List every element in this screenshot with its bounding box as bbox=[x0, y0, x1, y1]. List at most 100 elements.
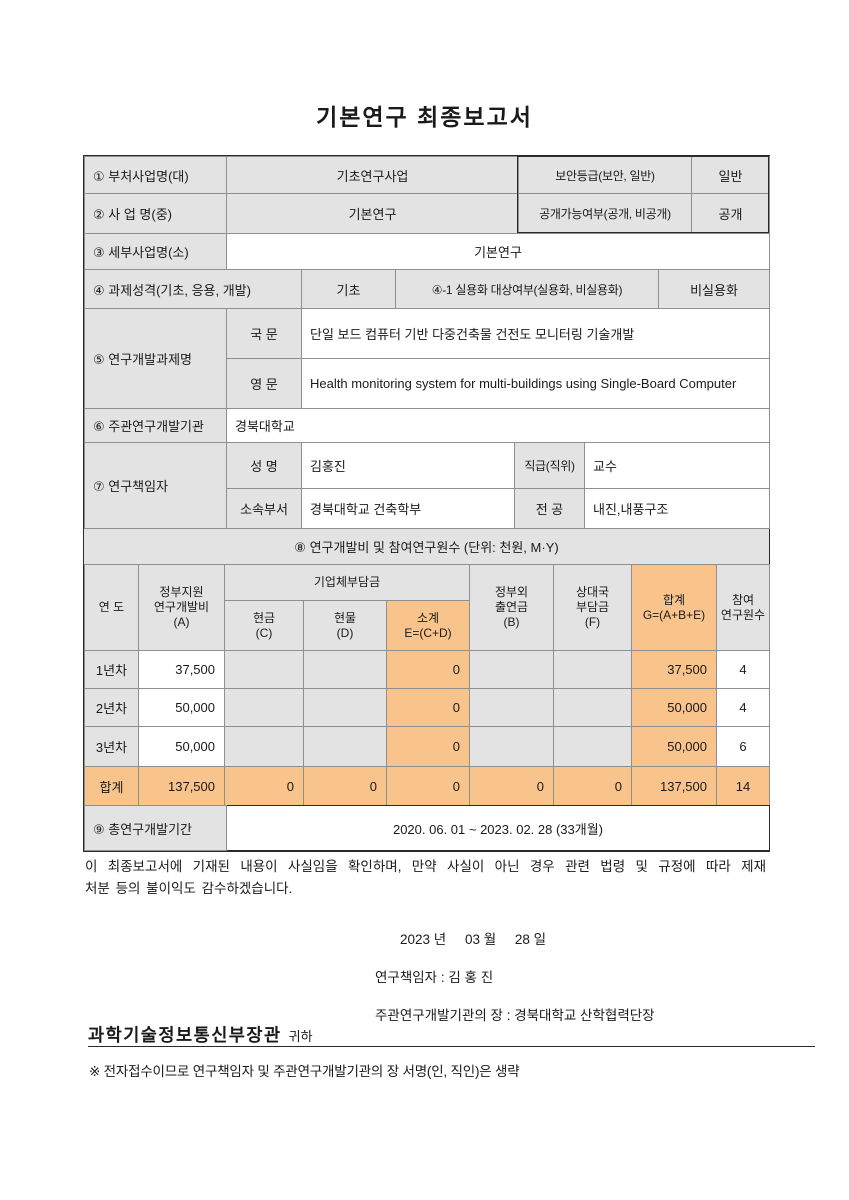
declaration-line1: 이 최종보고서에 기재된 내용이 사실임을 확인하며, 만약 사실이 아닌 경우… bbox=[85, 859, 766, 874]
budget-row-total: 합계 137,500 0 0 0 0 0 137,500 14 bbox=[84, 766, 770, 806]
practical-use-value: 비실용화 bbox=[658, 269, 770, 309]
total-period-value: 2020. 06. 01 ~ 2023. 02. 28 (33개월) bbox=[226, 805, 770, 851]
subprogram-label: ③ 세부사업명(소) bbox=[84, 233, 227, 270]
ministry-program-label: ① 부처사업명(대) bbox=[84, 156, 227, 194]
pi-major-value: 내진,내풍구조 bbox=[584, 488, 770, 529]
budget-row-year3: 3년차 50,000 0 50,000 6 bbox=[84, 726, 770, 767]
members-cell: 6 bbox=[716, 726, 770, 767]
gov-fund-cell: 50,000 bbox=[138, 726, 225, 767]
subtotal-cell: 0 bbox=[386, 766, 470, 806]
subprogram-value: 기본연구 bbox=[226, 233, 770, 270]
table-row: ⑦ 연구책임자 성 명 김홍진 직급(직위) 교수 bbox=[84, 442, 770, 529]
cash-column-header: 현금 (C) bbox=[224, 600, 304, 651]
info-table-subprogram: ③ 세부사업명(소) 기본연구 bbox=[84, 233, 770, 270]
partner-country-cell bbox=[553, 650, 632, 689]
partner-country-cell bbox=[553, 726, 632, 767]
nongov-fund-cell bbox=[469, 650, 554, 689]
ministry-program-value: 기초연구사업 bbox=[226, 156, 519, 194]
pi-label: ⑦ 연구책임자 bbox=[84, 442, 227, 529]
info-table-top: ① 부처사업명(대) 기초연구사업 보안등급(보안, 일반) 일반 ② 사 업 … bbox=[84, 156, 770, 234]
task-character-value: 기초 bbox=[301, 269, 396, 309]
nongov-fund-cell bbox=[469, 688, 554, 727]
year-cell: 3년차 bbox=[84, 726, 139, 767]
security-grade-value: 일반 bbox=[691, 156, 770, 194]
korean-title-value: 단일 보드 컴퓨터 기반 다중건축물 건전도 모니터링 기술개발 bbox=[301, 308, 770, 359]
gov-fund-column-header: 정부지원 연구개발비 (A) bbox=[138, 564, 225, 651]
pi-name-value: 김홍진 bbox=[301, 442, 515, 489]
nongov-fund-column-header: 정부외 출연금 (B) bbox=[469, 564, 554, 651]
info-table-period: ⑨ 총연구개발기간 2020. 06. 01 ~ 2023. 02. 28 (3… bbox=[84, 805, 770, 851]
info-table-pi: ⑦ 연구책임자 성 명 김홍진 직급(직위) 교수 소속부서 경북대학교 건축학… bbox=[84, 442, 770, 529]
date-line: 2023 년 03 월 28 일 bbox=[400, 932, 547, 947]
total-cell: 50,000 bbox=[631, 726, 717, 767]
report-form-table: ① 부처사업명(대) 기초연구사업 보안등급(보안, 일반) 일반 ② 사 업 … bbox=[83, 155, 770, 852]
program-name-label: ② 사 업 명(중) bbox=[84, 193, 227, 234]
info-table-institution: ⑥ 주관연구개발기관 경북대학교 bbox=[84, 408, 770, 443]
project-title-label: ⑤ 연구개발과제명 bbox=[84, 308, 227, 409]
recipient-honorific: 귀하 bbox=[288, 1029, 313, 1044]
subtotal-cell: 0 bbox=[386, 688, 470, 727]
inkind-cell bbox=[303, 688, 387, 727]
table-row: ⑤ 연구개발과제명 국 문 단일 보드 컴퓨터 기반 다중건축물 건전도 모니터… bbox=[84, 308, 770, 409]
budget-row-year1: 1년차 37,500 0 37,500 4 bbox=[84, 650, 770, 689]
subtotal-cell: 0 bbox=[386, 650, 470, 689]
budget-table: 연 도 정부지원 연구개발비 (A) 기업체부담금 정부외 출연금 (B) 상대… bbox=[84, 564, 770, 806]
inkind-column-header: 현물 (D) bbox=[303, 600, 387, 651]
budget-row-year2: 2년차 50,000 0 50,000 4 bbox=[84, 688, 770, 727]
info-table-project-title: ⑤ 연구개발과제명 국 문 단일 보드 컴퓨터 기반 다중건축물 건전도 모니터… bbox=[84, 308, 770, 409]
info-table-character: ④ 과제성격(기초, 응용, 개발) 기초 ④-1 실용화 대상여부(실용화, … bbox=[84, 269, 770, 309]
electronic-submission-note: ※ 전자접수이므로 연구책임자 및 주관연구개발기관의 장 서명(인, 직인)은… bbox=[89, 1064, 520, 1079]
recipient-line: 과학기술정보통신부장관 귀하 bbox=[88, 1022, 313, 1047]
lead-institution-label: ⑥ 주관연구개발기관 bbox=[84, 408, 227, 443]
table-row: ④ 과제성격(기초, 응용, 개발) 기초 ④-1 실용화 대상여부(실용화, … bbox=[84, 269, 770, 309]
disclosure-value: 공개 bbox=[691, 193, 770, 234]
pi-dept-label: 소속부서 bbox=[226, 488, 302, 529]
members-cell: 4 bbox=[716, 650, 770, 689]
cash-cell: 0 bbox=[224, 766, 304, 806]
subtotal-column-header: 소계 E=(C+D) bbox=[386, 600, 470, 651]
total-cell: 37,500 bbox=[631, 650, 717, 689]
table-row: ① 부처사업명(대) 기초연구사업 보안등급(보안, 일반) 일반 bbox=[84, 156, 770, 194]
year-cell: 합계 bbox=[84, 766, 139, 806]
table-row: 소속부서 경북대학교 건축학부 전 공 내진,내풍구조 bbox=[85, 488, 770, 529]
members-column-header: 참여 연구원수 bbox=[716, 564, 770, 651]
partner-country-column-header: 상대국 부담금 (F) bbox=[553, 564, 632, 651]
cash-cell bbox=[224, 650, 304, 689]
corporate-share-group-header: 기업체부담금 bbox=[224, 564, 470, 601]
recipient-minister: 과학기술정보통신부장관 bbox=[88, 1025, 282, 1045]
security-grade-label: 보안등급(보안, 일반) bbox=[518, 156, 692, 194]
gov-fund-cell: 37,500 bbox=[138, 650, 225, 689]
pi-major-label: 전 공 bbox=[514, 488, 585, 529]
total-period-label: ⑨ 총연구개발기간 bbox=[84, 805, 227, 851]
members-cell: 4 bbox=[716, 688, 770, 727]
declaration-line2: 처분 등의 불이익도 감수하겠습니다. bbox=[85, 881, 293, 896]
lead-institution-value: 경북대학교 bbox=[226, 408, 770, 443]
subtotal-cell: 0 bbox=[386, 726, 470, 767]
budget-header-row: 연 도 정부지원 연구개발비 (A) 기업체부담금 정부외 출연금 (B) 상대… bbox=[84, 564, 770, 651]
org-signature-line: 주관연구개발기관의 장 : 경북대학교 산학협력단장 bbox=[375, 1008, 655, 1023]
table-row: ⑥ 주관연구개발기관 경북대학교 bbox=[84, 408, 770, 443]
total-column-header: 합계 G=(A+B+E) bbox=[631, 564, 717, 651]
cash-cell bbox=[224, 688, 304, 727]
pi-rank-label: 직급(직위) bbox=[514, 442, 585, 489]
pi-name-label: 성 명 bbox=[226, 442, 302, 489]
pi-signature-line: 연구책임자 : 김 홍 진 bbox=[375, 970, 494, 985]
members-cell: 14 bbox=[716, 766, 770, 806]
program-name-value: 기본연구 bbox=[226, 193, 519, 234]
inkind-cell bbox=[303, 650, 387, 689]
table-row: ⑨ 총연구개발기간 2020. 06. 01 ~ 2023. 02. 28 (3… bbox=[84, 805, 770, 851]
task-character-label: ④ 과제성격(기초, 응용, 개발) bbox=[84, 269, 302, 309]
declaration-text: 이 최종보고서에 기재된 내용이 사실임을 확인하며, 만약 사실이 아닌 경우… bbox=[85, 856, 766, 900]
disclosure-label: 공개가능여부(공개, 비공개) bbox=[518, 193, 692, 234]
recipient-underline bbox=[88, 1046, 815, 1047]
page-title: 기본연구 최종보고서 bbox=[316, 104, 533, 130]
english-title-value: Health monitoring system for multi-build… bbox=[301, 358, 770, 409]
partner-country-cell: 0 bbox=[553, 766, 632, 806]
budget-section-title: ⑧ 연구개발비 및 참여연구원수 (단위: 천원, M·Y) bbox=[84, 528, 769, 565]
inkind-cell bbox=[303, 726, 387, 767]
inkind-cell: 0 bbox=[303, 766, 387, 806]
gov-fund-cell: 50,000 bbox=[138, 688, 225, 727]
total-cell: 50,000 bbox=[631, 688, 717, 727]
nongov-fund-cell bbox=[469, 726, 554, 767]
